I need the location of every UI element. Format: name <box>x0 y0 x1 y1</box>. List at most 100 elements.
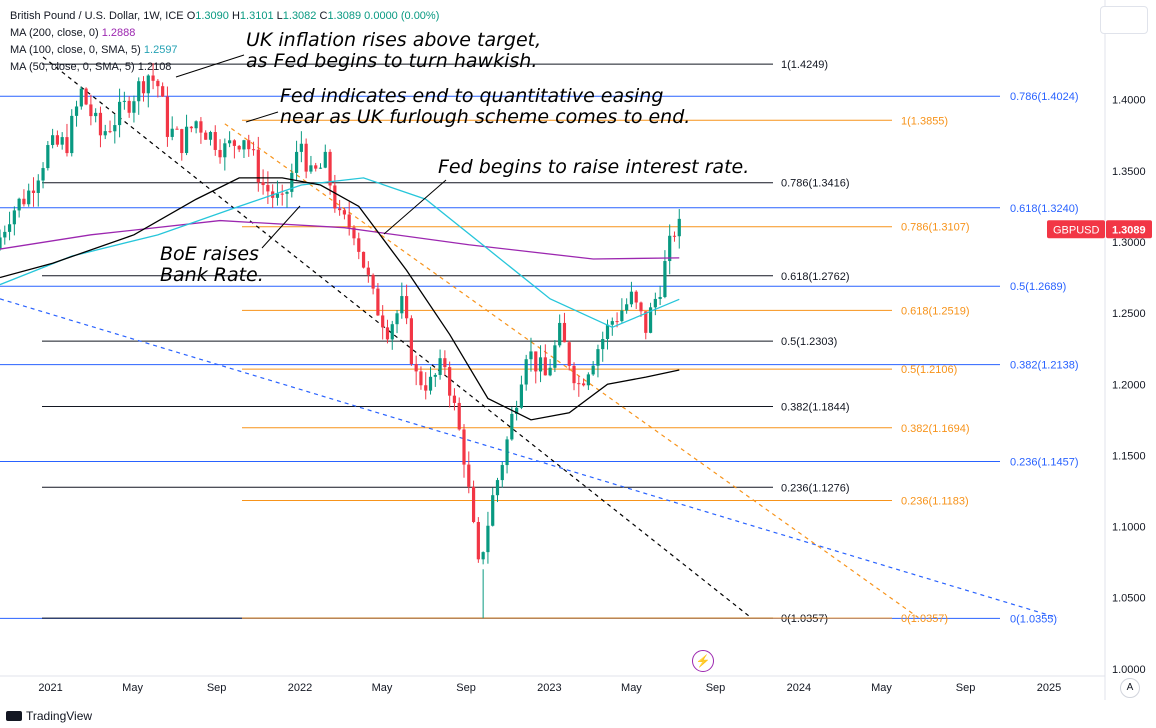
candle-body <box>663 261 667 298</box>
fib-orange-label: 0.236(1.1183) <box>901 496 969 508</box>
annotation-uk-inflation: UK inflation rises above target, as Fed … <box>246 30 541 72</box>
candle-body <box>290 172 294 192</box>
tradingview-mark-icon <box>6 711 22 721</box>
legend-ma50-row[interactable]: MA (50, close, 0, SMA, 5) 1.2108 <box>10 59 439 76</box>
candle-body <box>371 274 375 289</box>
candle-body <box>89 104 93 117</box>
candle-body <box>672 235 677 237</box>
candle-body <box>586 374 590 386</box>
candle-body <box>409 318 413 365</box>
fib-orange-label: 0.618(1.2519) <box>901 305 970 317</box>
candle-body <box>553 345 557 368</box>
candle-body <box>247 140 251 150</box>
candle-body <box>400 296 404 314</box>
candle-body <box>70 115 74 154</box>
fib-black-label: 0(1.0357) <box>781 613 828 625</box>
annotation-fed-qe-line1: Fed indicates end to quantitative easing <box>280 85 664 107</box>
candle-body <box>658 297 662 299</box>
candle-body <box>251 149 256 151</box>
candle-body <box>213 132 217 150</box>
candle-body <box>567 342 571 366</box>
candle-body <box>543 357 547 376</box>
candle-body <box>65 137 69 154</box>
candle-body <box>0 237 2 250</box>
candle-body <box>677 218 681 237</box>
candle-body <box>113 125 117 132</box>
x-tick-label: Sep <box>706 682 726 694</box>
candle-body <box>218 149 222 158</box>
fib-black-label: 0.236(1.1276) <box>781 482 850 494</box>
candle-body <box>161 86 165 97</box>
candle-body <box>601 339 605 350</box>
legend-open: 1.3090 <box>195 10 229 22</box>
candle-body <box>31 190 36 193</box>
x-tick-label: 2021 <box>38 682 62 694</box>
legend-ma200-label: MA (200, close, 0) <box>10 27 99 39</box>
candle-body <box>481 552 485 560</box>
candle-body <box>117 101 122 126</box>
candle-body <box>261 182 265 186</box>
annotation-boe-line1: BoE raises <box>160 243 259 265</box>
candle-body <box>648 307 653 333</box>
last-price-tag <box>1106 220 1152 239</box>
fib-blue-label: 0.5(1.2689) <box>1010 281 1066 293</box>
legend-o-label: O <box>186 10 196 22</box>
candle-body <box>357 238 361 252</box>
annotation-uk-inflation-line1: UK inflation rises above target, <box>246 29 542 51</box>
candle-body <box>610 321 614 325</box>
symbol-tag-text: GBPUSD <box>1053 224 1100 236</box>
candle-body <box>199 121 203 133</box>
y-tick-label: 1.3000 <box>1112 237 1146 249</box>
y-tick-label: 1.0000 <box>1112 664 1146 676</box>
candle-body <box>108 131 112 133</box>
candle-body <box>314 165 318 169</box>
symbol-tag <box>1047 220 1105 239</box>
candle-body <box>94 112 98 117</box>
candle-body <box>562 322 567 343</box>
y-tick-label: 1.4000 <box>1112 95 1146 107</box>
annotation-pointer-fed-raise <box>383 179 447 235</box>
candle-body <box>476 521 480 560</box>
candle-body <box>644 311 648 333</box>
candle-body <box>438 358 442 375</box>
candle-body <box>581 383 586 386</box>
tradingview-logo[interactable]: TradingView <box>6 709 92 723</box>
trendline-blue <box>0 298 1058 619</box>
candle-body <box>376 288 380 316</box>
candle-body <box>156 80 160 87</box>
candle-body <box>36 180 40 193</box>
candle-body <box>280 193 284 195</box>
legend-ma100-value: 1.2597 <box>143 44 178 56</box>
legend-ma100-row[interactable]: MA (100, close, 0, SMA, 5) 1.2597 <box>10 42 439 59</box>
x-tick-label: May <box>871 682 892 694</box>
legend-ma200-row[interactable]: MA (200, close, 0) 1.2888 <box>10 25 439 42</box>
y-tick-label: 1.1000 <box>1112 522 1146 534</box>
y-tick-label: 1.2000 <box>1112 379 1146 391</box>
annotation-pointer-uk-inflation <box>175 54 245 78</box>
fib-orange-label: 0.5(1.2106) <box>901 364 957 376</box>
candle-body <box>500 465 504 481</box>
annotation-boe-line2: Bank Rate. <box>160 264 264 286</box>
candle-body <box>256 149 260 183</box>
candle-body <box>285 191 289 194</box>
legend-ma50-value: 1.2108 <box>137 61 172 73</box>
events-bolt-icon[interactable]: ⚡ <box>692 650 714 672</box>
legend-high: 1.3101 <box>239 10 274 22</box>
candle-body <box>433 374 437 377</box>
candle-body <box>180 129 184 154</box>
x-tick-label: May <box>122 682 143 694</box>
candle-body <box>467 464 471 487</box>
candle-body <box>448 367 452 396</box>
legend-title: British Pound / U.S. Dollar, 1W, ICE <box>10 10 184 22</box>
candle-body <box>41 168 45 181</box>
auto-scale-button[interactable]: A <box>1120 678 1140 698</box>
candle-body <box>395 313 399 325</box>
chart-settings-button[interactable] <box>1100 6 1148 34</box>
candle-body <box>194 121 198 129</box>
candle-body <box>653 298 657 308</box>
fib-blue-label: 0.786(1.4024) <box>1010 91 1079 103</box>
candle-body <box>127 100 131 113</box>
candle-body <box>385 327 390 340</box>
